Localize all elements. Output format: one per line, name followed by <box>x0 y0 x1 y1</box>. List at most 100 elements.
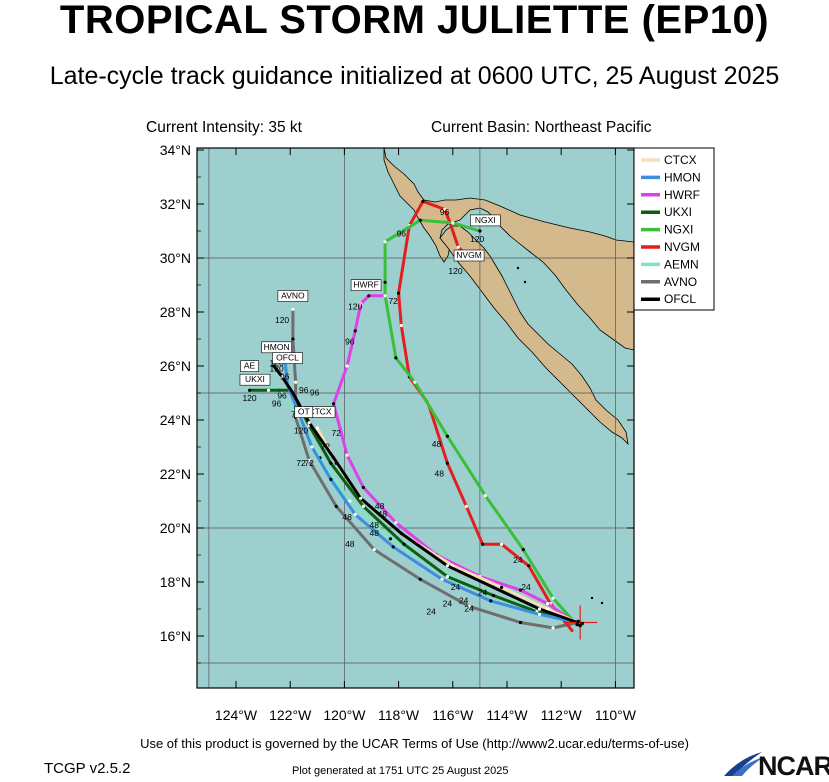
version-label: TCGP v2.5.2 <box>44 760 131 777</box>
track-point <box>499 542 504 546</box>
hour-label: 72 <box>304 458 314 468</box>
model-tag-label: CTCX <box>308 407 331 417</box>
lat-tick-label: 20°N <box>160 520 191 536</box>
track-point <box>445 434 449 438</box>
track-point <box>551 626 555 630</box>
track-point <box>307 458 311 463</box>
model-tag-label: OFCL <box>276 353 299 363</box>
track-point <box>272 364 276 368</box>
lon-tick-label: 112°W <box>541 707 583 723</box>
track-point <box>421 199 425 203</box>
track-point <box>521 548 525 552</box>
track-point <box>361 485 365 490</box>
hour-label: 96 <box>280 372 290 382</box>
track-point <box>491 593 496 598</box>
track-point <box>451 221 455 225</box>
model-tag-box <box>277 290 309 302</box>
legend-label-avno: AVNO <box>664 275 697 289</box>
legend-label-ctcx: CTCX <box>664 153 697 167</box>
hour-label: 120 <box>270 363 284 373</box>
hour-label: 120 <box>242 393 256 403</box>
hour-label: 120 <box>448 266 462 276</box>
track-point <box>481 542 485 546</box>
lat-tick-label: 26°N <box>160 358 191 374</box>
track-point <box>329 461 333 465</box>
lat-tick-label: 18°N <box>160 574 191 590</box>
track-point <box>518 620 523 625</box>
legend: CTCX HMON HWRF UKXI NGXI NVGM AEMN AVNO OFCL <box>633 147 715 311</box>
track-point <box>383 280 387 284</box>
hour-label: 120 <box>470 234 484 244</box>
longitude-labels: 124°W 122°W 120°W 118°W 116°W 114°W 112°W 110°W <box>215 707 637 723</box>
current-basin: Current Basin: Northeast Pacific <box>431 119 652 136</box>
hour-label: 96 <box>310 388 320 398</box>
track-point <box>345 364 349 368</box>
lat-tick-label: 30°N <box>160 250 191 266</box>
track-point <box>499 585 504 590</box>
lat-tick-label: 22°N <box>160 466 191 482</box>
track-point <box>334 504 338 508</box>
lat-tick-label: 28°N <box>160 304 191 320</box>
lat-tick-label: 16°N <box>160 628 191 644</box>
track-point <box>445 575 449 579</box>
hour-label: 72 <box>296 458 306 468</box>
track-point <box>402 542 406 546</box>
hour-label: 48 <box>435 469 445 479</box>
model-tag-box <box>453 249 485 262</box>
track-point <box>418 218 422 222</box>
legend-label-aemn: AEMN <box>664 257 699 271</box>
hour-label: 48 <box>369 528 379 538</box>
track-hwrf <box>332 294 577 624</box>
model-tag-label: HMON <box>264 342 290 352</box>
hour-label: 24 <box>426 606 436 616</box>
track-point <box>464 504 468 508</box>
legend-label-hmon: HMON <box>664 170 701 184</box>
track-point <box>527 564 531 568</box>
ncar-logo-icon <box>724 752 764 776</box>
model-tracks <box>245 199 579 633</box>
hour-label: 96 <box>345 336 355 346</box>
generated-timestamp: Plot generated at 1751 UTC 25 August 202… <box>292 765 509 777</box>
track-point <box>399 531 403 536</box>
lon-tick-label: 124°W <box>215 707 258 723</box>
ncar-logo-text: NCAR <box>758 751 829 781</box>
track-point <box>518 588 523 592</box>
hour-label: 48 <box>342 512 352 522</box>
model-tag-box <box>272 352 303 364</box>
hour-label: 120 <box>294 426 308 436</box>
track-point <box>546 607 550 611</box>
model-tag-label: OT <box>298 407 310 417</box>
track-point <box>397 291 401 295</box>
hour-label: 120 <box>348 301 362 311</box>
model-tag-label: AVNO <box>281 291 305 301</box>
track-point <box>291 337 295 341</box>
model-tag-label: NVGM <box>456 250 482 260</box>
hour-label: 72 <box>321 442 331 452</box>
track-point <box>372 548 376 552</box>
lat-tick-label: 34°N <box>160 142 191 158</box>
hour-label: 24 <box>443 598 453 608</box>
latitude-labels: 34°N 32°N 30°N 28°N 26°N 24°N 22°N 20°N 18°N 16°N <box>160 142 191 644</box>
track-point <box>331 456 336 460</box>
track-point <box>359 496 363 500</box>
hour-label: 120 <box>275 315 289 325</box>
hour-label: 24 <box>521 582 531 592</box>
hour-label: 24 <box>459 596 469 606</box>
track-point <box>418 577 422 581</box>
hour-label: 96 <box>440 207 450 217</box>
track-point <box>443 207 447 211</box>
hour-label: 48 <box>375 501 385 511</box>
track-point <box>315 426 319 430</box>
hour-label: 48 <box>345 539 355 549</box>
track-avno <box>291 307 579 630</box>
map-subtitle: Late-cycle track guidance initialized at… <box>49 62 780 90</box>
model-tag-label: UKXI <box>245 374 265 384</box>
track-point <box>491 585 496 590</box>
track-point <box>546 602 550 606</box>
lon-tick-label: 110°W <box>595 707 637 723</box>
track-point <box>391 545 395 549</box>
track-point <box>467 604 471 608</box>
track-point <box>478 229 482 233</box>
hour-label: 96 <box>272 399 282 409</box>
